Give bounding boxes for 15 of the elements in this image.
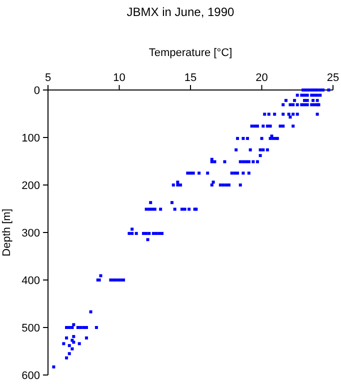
y-tick-label: 100 — [22, 132, 40, 144]
y-tick-label: 400 — [22, 275, 40, 287]
x-axis-title: Temperature [°C] — [148, 47, 232, 59]
chart-title: JBMX in June, 1990 — [126, 5, 235, 19]
x-tick-label: 10 — [113, 72, 126, 84]
y-tick-label: 500 — [22, 322, 40, 334]
y-tick-label: 0 — [34, 85, 40, 97]
y-tick-label: 200 — [22, 180, 40, 192]
x-tick-label: 15 — [184, 72, 197, 84]
y-tick-label: 300 — [22, 228, 40, 240]
y-tick-label: 600 — [22, 370, 40, 382]
y-axis-title: Depth [m] — [1, 208, 13, 256]
x-tick-label: 5 — [44, 72, 52, 84]
x-tick-label: 25 — [326, 72, 340, 84]
x-tick-label: 20 — [256, 72, 268, 84]
